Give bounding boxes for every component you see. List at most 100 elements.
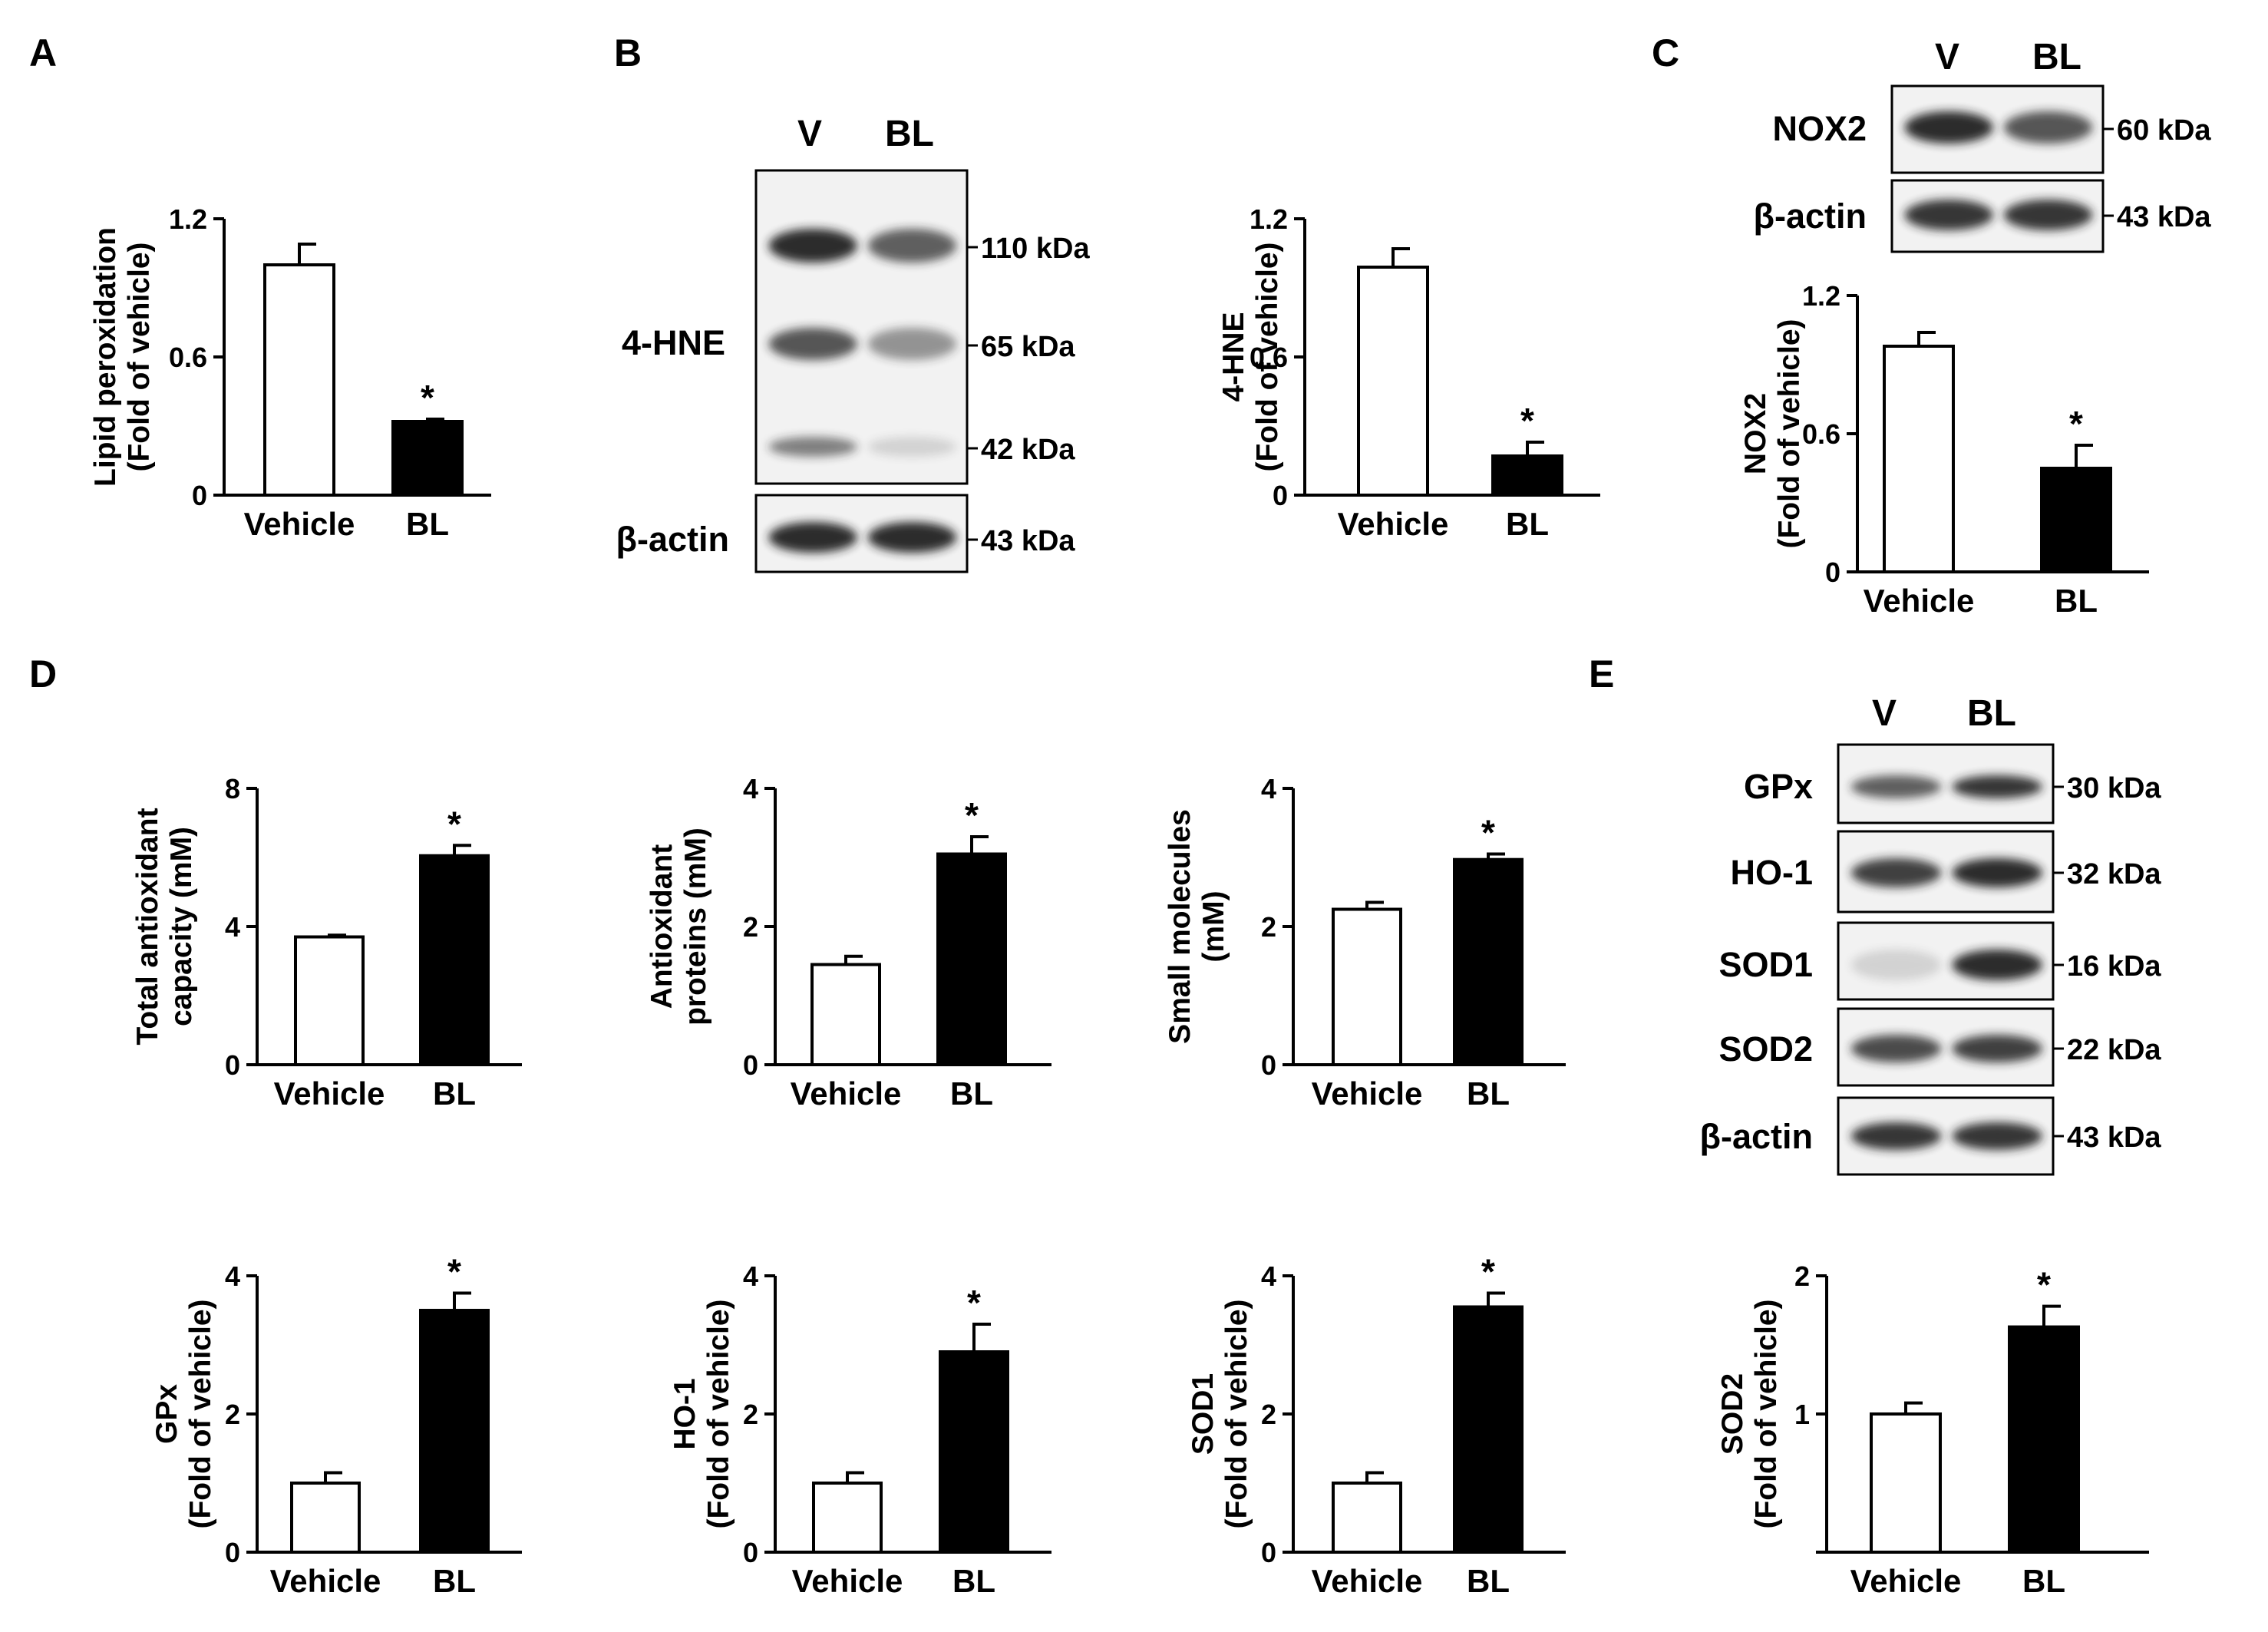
bar-vehicle [1870,1412,1942,1554]
bar-bl [939,1350,1009,1554]
y-tick-label: 2 [743,1399,758,1430]
significance-star: * [447,1252,461,1292]
x-category-label: BL [1467,1075,1510,1112]
bar-bl [419,854,490,1066]
chart-e4: 1 2 SOD2(Fold of vehicle) Vehicle * BL [1716,1260,2149,1599]
molecular-weight-label: 30 kDa [2067,772,2161,804]
bar-bl [1453,1305,1524,1554]
y-tick-label: 0 [1261,1537,1276,1568]
bar-bl [936,852,1007,1066]
bar-vehicle [1883,345,1955,573]
bar-bl [391,420,464,497]
significance-star: * [447,804,461,844]
x-category-label: BL [952,1563,995,1599]
y-tick-label: 1.2 [1250,203,1288,235]
protein-label: β-actin [616,520,729,559]
y-tick-label: 2 [1261,1399,1276,1430]
molecular-weight-label: 110 kDa [981,233,1090,265]
band-v [768,229,857,263]
y-tick-label: 0 [1273,480,1288,511]
blot-c: V BL 60 kDa NOX2 43 kDa β-actin [1754,37,2211,253]
x-category-label: Vehicle [791,1075,902,1112]
y-axis-label: Antioxidantproteins (mM) [645,828,712,1026]
y-tick-label: 0 [743,1049,758,1081]
y-axis-label: Lipid peroxidation(Fold of vehicle) [89,227,156,487]
y-axis-label: 4-HNE(Fold of vehicle) [1217,242,1284,471]
lane-label: V [1872,693,1897,734]
y-axis-label-line: Small molecules [1164,809,1197,1044]
bar-vehicle [290,1482,361,1554]
x-category-label: BL [2022,1563,2065,1599]
bar-vehicle [810,963,881,1066]
x-category-label: Vehicle [1864,583,1975,619]
y-axis-label-line: (Fold of vehicle) [702,1299,735,1528]
bar-bl [1453,857,1524,1066]
molecular-weight-label: 65 kDa [981,331,1075,363]
band-bl [867,229,957,263]
y-axis-label-line: (Fold of vehicle) [184,1299,217,1528]
y-axis-label-line: (Fold of vehicle) [1773,319,1806,548]
x-category-label: Vehicle [244,506,355,542]
protein-label: NOX2 [1772,109,1867,148]
band-v [1850,1122,1942,1150]
protein-label: 4-HNE [622,323,725,362]
x-category-label: Vehicle [1850,1563,1962,1599]
y-axis-label-line: Antioxidant [645,844,678,1009]
band-v [1850,1035,1942,1062]
y-axis-label: SOD2(Fold of vehicle) [1716,1299,1783,1528]
band-v [1904,200,1993,230]
y-tick-label: 4 [743,1260,758,1292]
x-category-label: BL [1467,1563,1510,1599]
panel-label-c: C [1652,31,1679,74]
y-tick-label: 1.2 [169,203,207,235]
y-axis-label-line: SOD1 [1187,1373,1220,1455]
molecular-weight-label: 60 kDa [2117,114,2211,147]
protein-label: SOD1 [1718,945,1813,984]
bar-vehicle [1332,907,1402,1066]
y-tick-label: 4 [1261,1260,1276,1292]
y-tick-label: 0.6 [1802,418,1840,450]
band-bl [867,437,957,457]
y-axis-label-line: (Fold of vehicle) [1251,242,1284,471]
blot-e: V BL 30 kDa GPx 32 kDa HO-1 16 kDa SOD1 22 kDa SO… [1700,693,2161,1176]
molecular-weight-label: 43 kDa [2067,1122,2161,1154]
y-axis-label-line: (Fold of vehicle) [1750,1299,1783,1528]
band-bl [2003,111,2093,144]
x-category-label: Vehicle [1312,1563,1423,1599]
y-axis-label-line: Total antioxidant [131,808,164,1045]
band-v [768,522,857,553]
significance-star: * [2069,404,2083,444]
y-tick-label: 2 [225,1399,240,1430]
y-tick-label: 0 [192,480,207,511]
bar-bl [2040,467,2112,573]
bar-charts: 0 0.6 1.2 Lipid peroxidation(Fold of vehicl… [89,203,2149,1599]
chart-d2: 0 2 4 Antioxidantproteins (mM) Vehicle * BL [645,773,1051,1112]
y-axis-label: Small molecules(mM) [1164,809,1230,1044]
y-tick-label: 2 [743,911,758,943]
lane-label: BL [1967,693,2016,734]
y-tick-label: 4 [225,1260,240,1292]
protein-label: SOD2 [1718,1029,1813,1069]
y-axis-label-line: 4-HNE [1217,312,1250,401]
bar-vehicle [812,1482,883,1554]
x-category-label: BL [433,1075,476,1112]
band-bl [2003,200,2093,230]
panel-label-d: D [29,652,57,695]
western-blots: V BL 110 kDa 65 kDa 42 kDa 4-HNE 43 kDa β-actin… [616,37,2211,1176]
significance-star: * [1520,401,1534,441]
panel-label-a: A [29,31,57,74]
lane-label: BL [885,114,934,154]
y-tick-label: 1 [1794,1399,1810,1430]
y-axis-label-line: capacity (mM) [165,827,198,1026]
band-v [1904,111,1993,144]
significance-star: * [1481,813,1495,853]
panel-label-b: B [614,31,642,74]
molecular-weight-label: 42 kDa [981,434,1075,466]
chart-d1: 0 4 8 Total antioxidantcapacity (mM) Vehicle… [131,773,522,1112]
molecular-weight-label: 43 kDa [2117,201,2211,233]
molecular-weight-label: 16 kDa [2067,950,2161,983]
x-category-label: BL [950,1075,993,1112]
